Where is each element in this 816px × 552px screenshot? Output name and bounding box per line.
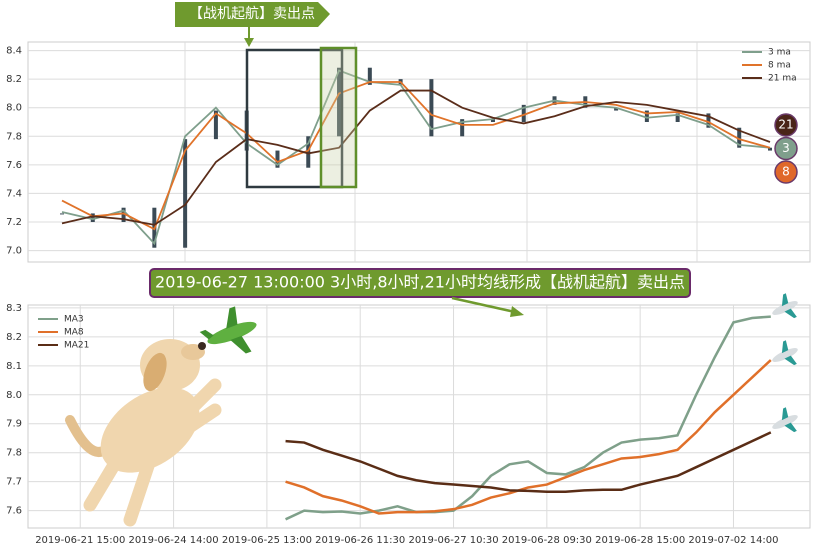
x-tick-label: 2019-06-28 09:30	[502, 535, 592, 546]
y-tick-label: 7.8	[6, 131, 22, 142]
x-tick-label: 2019-06-25 13:00	[222, 535, 312, 546]
legend-label: MA3	[64, 315, 84, 325]
top-vgrid	[184, 42, 698, 262]
candle	[644, 110, 649, 122]
x-tick-label: 2019-06-26 11:30	[315, 535, 405, 546]
candle	[337, 67, 342, 137]
series-line	[285, 315, 771, 521]
candle	[429, 79, 434, 137]
legend-label: MA21	[64, 341, 89, 351]
candle	[367, 67, 372, 85]
bottom-frame	[27, 304, 811, 529]
candle	[306, 136, 311, 168]
candle	[614, 107, 619, 111]
y-tick-label: 8.3	[6, 303, 22, 314]
badge	[774, 113, 798, 137]
series-line	[61, 69, 771, 246]
signal-box	[245, 48, 344, 189]
y-tick-label: 7.7	[6, 477, 22, 488]
y-tick-label: 8.2	[6, 332, 22, 343]
series-line	[61, 81, 771, 231]
y-tick-label: 7.0	[6, 246, 22, 257]
candle	[675, 113, 680, 122]
dog-illustration	[65, 339, 222, 527]
plane-illustration	[199, 293, 798, 433]
x-tick-label: 2019-07-02 14:00	[688, 535, 778, 546]
arrow-head	[244, 38, 254, 47]
badge-label: 8	[782, 165, 790, 179]
y-tick-label: 7.6	[6, 506, 22, 517]
candle	[706, 113, 711, 128]
y-tick-label: 7.9	[6, 419, 22, 430]
legend-label: 3 ma	[768, 48, 791, 58]
chart-title: 2019-06-27 13:00:00 3小时,8小时,21小时均线形成【战机起…	[155, 273, 685, 292]
candle	[275, 150, 280, 168]
signal-box	[319, 46, 358, 189]
arrow	[451, 296, 516, 314]
x-tick-label: 2019-06-24 14:00	[129, 535, 219, 546]
annotation-banner	[175, 2, 330, 27]
candle	[768, 147, 772, 151]
series-line	[285, 431, 772, 494]
candle	[521, 104, 526, 122]
y-tick-label: 8.0	[6, 103, 22, 114]
y-tick-label: 7.8	[6, 448, 22, 459]
x-tick-label: 2019-06-28 15:00	[595, 535, 685, 546]
series-line	[61, 89, 771, 226]
candle	[90, 213, 95, 222]
y-tick-label: 8.2	[6, 74, 22, 85]
x-tick-label: 2019-06-27 10:30	[408, 535, 498, 546]
candle	[213, 110, 218, 140]
legend-label: MA8	[64, 328, 84, 338]
badge-label: 21	[778, 118, 793, 132]
candle	[460, 119, 465, 137]
badge-label: 3	[782, 141, 790, 155]
y-tick-label: 8.4	[6, 46, 22, 57]
y-tick-label: 8.0	[6, 390, 22, 401]
legend-label: 8 ma	[768, 61, 791, 71]
candle	[183, 139, 188, 248]
legend-label: 21 ma	[768, 74, 797, 84]
badge	[774, 160, 798, 184]
y-tick-label: 7.2	[6, 217, 22, 228]
candle	[60, 213, 64, 215]
y-tick-label: 7.6	[6, 160, 22, 171]
candle	[490, 119, 495, 122]
y-tick-label: 8.1	[6, 361, 22, 372]
arrow-head	[510, 306, 524, 317]
badge	[774, 136, 798, 161]
annotation: 【战机起航】卖出点	[189, 6, 315, 22]
title-banner	[149, 268, 691, 298]
candle	[737, 127, 742, 148]
candle	[121, 207, 126, 222]
top-frame	[27, 41, 811, 263]
x-tick-label: 2019-06-21 15:00	[35, 535, 125, 546]
y-tick-label: 7.4	[6, 188, 22, 199]
series-line	[285, 359, 772, 515]
